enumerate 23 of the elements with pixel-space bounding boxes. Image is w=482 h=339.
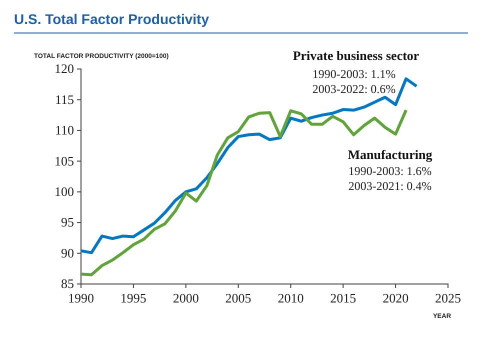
y-tick-label: 120	[54, 61, 74, 76]
x-tick-label: 1995	[120, 290, 146, 306]
series-label: Private business sector	[292, 48, 420, 63]
series-label: Manufacturing	[348, 147, 433, 162]
x-tick-label: 2010	[278, 290, 304, 306]
annotation: 1990-2003: 1.6%	[348, 164, 432, 178]
x-tick-label: 2015	[330, 290, 356, 306]
x-tick-label: 2025	[435, 290, 461, 306]
annotation: 1990-2003: 1.1%	[312, 67, 396, 81]
y-tick-label: 95	[61, 214, 74, 230]
y-tick-label: 105	[54, 153, 74, 168]
x-tick-label: 2000	[172, 290, 199, 306]
y-tick-label: 85	[61, 276, 74, 292]
y-tick-label: 115	[54, 92, 74, 107]
x-tick-label: 2005	[225, 290, 252, 306]
x-tick-label: 1990	[68, 290, 94, 306]
y-tick-label: 110	[54, 122, 74, 138]
annotation: 2003-2022: 0.6%	[312, 82, 396, 96]
chart-title: U.S. Total Factor Productivity	[14, 11, 210, 27]
x-tick-label: 2020	[382, 290, 409, 306]
annotation: 2003-2021: 0.4%	[348, 179, 432, 193]
y-tick-label: 100	[54, 184, 74, 200]
y-tick-label: 90	[61, 245, 74, 260]
